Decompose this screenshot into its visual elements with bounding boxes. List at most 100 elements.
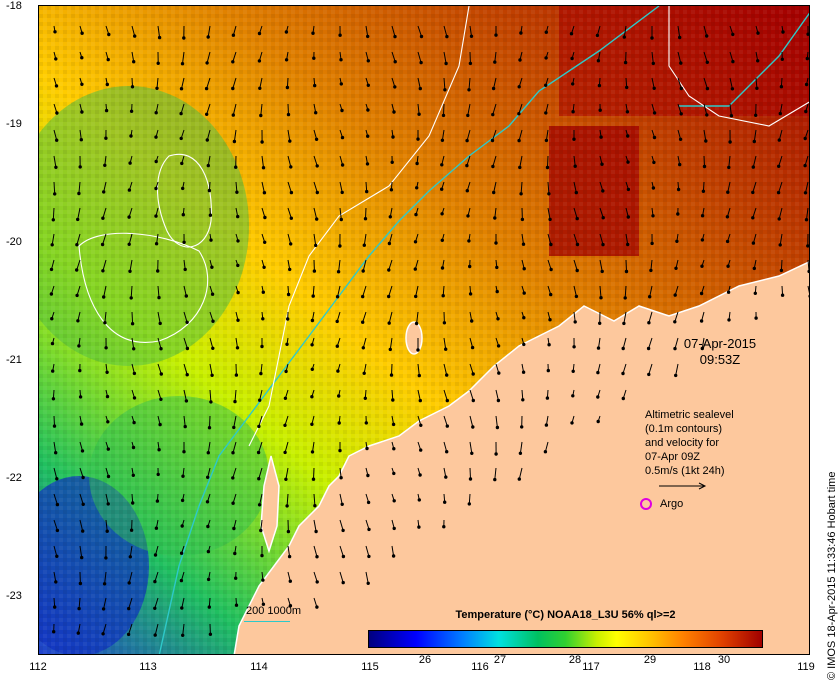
velocity-arrow-head: [413, 267, 417, 271]
velocity-arrow: [417, 103, 420, 115]
velocity-arrow-head: [153, 579, 157, 584]
legend-line: 0.5m/s (1kt 24h): [645, 465, 725, 477]
velocity-arrow: [573, 207, 578, 219]
velocity-arrow-head: [339, 58, 343, 62]
velocity-arrow-head: [547, 192, 551, 196]
velocity-arrow-head: [366, 34, 370, 39]
velocity-arrow-head: [206, 577, 211, 582]
velocity-arrow: [518, 467, 523, 480]
velocity-arrow: [625, 233, 629, 245]
velocity-arrow-head: [232, 425, 236, 430]
velocity-arrow-head: [184, 399, 189, 403]
velocity-arrow-head: [104, 556, 108, 560]
velocity-arrow-head: [387, 294, 391, 299]
velocity-arrow-head: [131, 473, 136, 477]
velocity-arrow-head: [549, 242, 553, 247]
colorbar-tick: 26: [418, 654, 432, 666]
velocity-arrow-head: [676, 187, 681, 192]
velocity-arrow: [129, 545, 133, 557]
y-tick-label: -22: [6, 472, 22, 484]
velocity-arrow-head: [231, 86, 235, 91]
x-tick-label: 117: [582, 661, 600, 673]
velocity-arrow: [232, 441, 237, 453]
velocity-arrow: [233, 129, 237, 142]
velocity-arrow-head: [496, 344, 501, 348]
velocity-arrow: [547, 207, 551, 220]
velocity-arrow-head: [705, 86, 710, 91]
velocity-arrow-head: [260, 553, 264, 558]
velocity-arrow-head: [206, 163, 211, 168]
velocity-arrow: [232, 51, 237, 62]
velocity-arrow-head: [419, 423, 423, 427]
velocity-arrow-head: [261, 578, 265, 582]
velocity-arrow-head: [731, 32, 735, 37]
velocity-arrow: [443, 415, 448, 427]
velocity-arrow-head: [731, 59, 735, 64]
velocity-arrow-head: [207, 605, 212, 609]
velocity-arrow: [573, 259, 578, 271]
velocity-arrow-head: [206, 451, 211, 455]
velocity-arrow: [209, 337, 214, 349]
velocity-arrow-head: [444, 475, 448, 479]
velocity-arrow-head: [133, 34, 137, 38]
velocity-arrow-head: [366, 500, 371, 505]
velocity-arrow-head: [261, 602, 266, 606]
velocity-arrow-head: [601, 242, 605, 247]
velocity-arrow-head: [413, 240, 418, 244]
velocity-arrow-head: [573, 320, 577, 324]
velocity-arrow-head: [101, 607, 106, 611]
velocity-arrow: [181, 597, 185, 609]
velocity-arrow: [157, 25, 161, 38]
velocity-arrow-head: [419, 60, 423, 65]
velocity-arrow-head: [803, 163, 807, 168]
velocity-arrow-head: [260, 344, 264, 349]
velocity-arrow-head: [727, 165, 731, 170]
velocity-arrow-head: [752, 139, 756, 144]
velocity-arrow: [78, 181, 81, 194]
colorbar-tick: 29: [643, 654, 657, 666]
velocity-arrow: [209, 363, 213, 376]
velocity-arrow: [285, 467, 289, 480]
velocity-arrow-head: [575, 242, 580, 247]
velocity-arrow-head: [312, 269, 317, 273]
velocity-arrow: [313, 545, 318, 557]
velocity-arrow-head: [256, 450, 261, 455]
velocity-arrow-head: [207, 188, 212, 193]
velocity-arrow-head: [232, 526, 236, 531]
velocity-arrow: [313, 233, 317, 246]
velocity-arrow-head: [521, 398, 525, 402]
velocity-arrow: [753, 129, 757, 142]
velocity-arrow-head: [205, 500, 210, 504]
velocity-arrow: [599, 207, 604, 218]
velocity-arrow-head: [414, 321, 419, 326]
velocity-arrow-head: [79, 138, 83, 142]
velocity-arrow-head: [491, 112, 495, 117]
velocity-arrow-head: [753, 291, 757, 295]
velocity-arrow-head: [647, 321, 651, 325]
velocity-arrow-head: [209, 400, 213, 404]
velocity-arrow-head: [388, 215, 392, 219]
velocity-arrow-head: [468, 264, 472, 269]
velocity-arrow-head: [258, 398, 262, 402]
velocity-arrow-head: [652, 111, 657, 115]
velocity-arrow-head: [101, 216, 105, 220]
velocity-arrow-head: [393, 60, 397, 64]
velocity-arrow: [313, 207, 318, 220]
velocity-arrow-head: [465, 138, 469, 143]
velocity-arrow: [287, 545, 291, 557]
velocity-arrow-head: [674, 373, 678, 378]
velocity-arrow: [469, 441, 473, 454]
velocity-arrow: [675, 363, 679, 376]
velocity-arrow-head: [54, 84, 59, 88]
velocity-arrow-head: [231, 476, 235, 480]
velocity-arrow-head: [129, 528, 134, 532]
velocity-arrow-head: [419, 448, 423, 452]
velocity-arrow-head: [544, 423, 549, 427]
velocity-arrow: [703, 155, 705, 167]
velocity-arrow-head: [754, 316, 758, 320]
velocity-arrow-head: [803, 191, 808, 195]
velocity-arrow-head: [391, 135, 395, 139]
velocity-arrow-head: [80, 110, 84, 114]
x-tick-label: 113: [139, 661, 157, 673]
velocity-arrow-head: [491, 164, 495, 169]
